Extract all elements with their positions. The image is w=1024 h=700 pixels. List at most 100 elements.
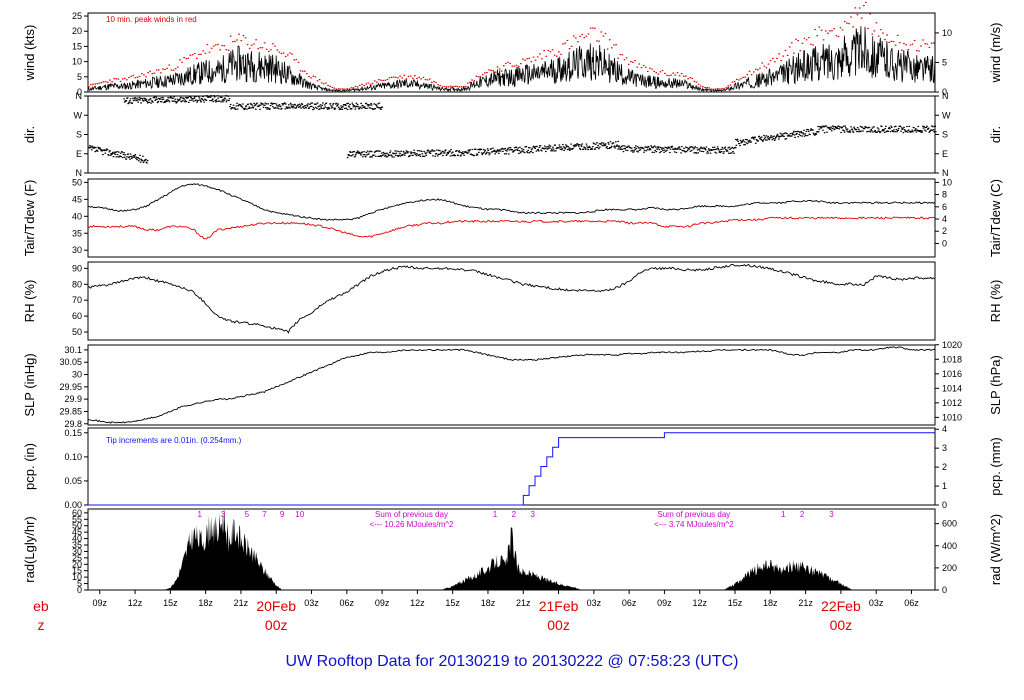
dir-point [335,102,338,104]
dir-point [706,150,709,152]
dir-point [578,145,580,147]
wind-peak-point [431,81,433,83]
wind-peak-point [793,52,795,54]
dir-point [598,148,600,150]
dir-point [306,104,308,106]
dir-point [323,107,325,109]
wind-peak-point [767,63,770,65]
dir-point [744,144,746,146]
dir-point [294,104,297,106]
dir-point [568,148,570,150]
dir-point [523,152,526,154]
dir-point [812,129,814,131]
dir-point [357,151,359,153]
dir-point [219,96,222,98]
temp-ytick-label-left: 45 [72,194,82,204]
dir-point [770,136,773,138]
dir-point [106,149,109,151]
dir-point [205,99,208,101]
dir-point [93,146,95,148]
dir-point [116,154,119,156]
dir-point [748,141,750,143]
dir-point [335,103,337,105]
dir-point [377,103,379,105]
wind-peak-point [327,84,329,87]
dir-point [572,148,574,150]
dir-point [188,101,190,103]
dir-point [656,146,659,148]
wind-peak-point [189,54,192,56]
dir-point [303,107,305,109]
dir-point [176,98,179,100]
dir-point [355,102,358,104]
dir-point [608,147,611,149]
dir-point [121,151,124,153]
dir-point [380,152,383,154]
dir-point [202,99,205,101]
dir-point [235,108,237,110]
dir-point [295,107,298,109]
wind-peak-point [439,84,442,87]
wind-peak-point [566,39,569,42]
dir-point [272,106,274,108]
dir-point [902,132,905,134]
dir-point [431,149,434,151]
dir-point [330,105,332,107]
dir-point [427,149,429,151]
wind-peak-point [490,69,492,71]
dir-point [807,129,809,131]
wind-peak-point [299,70,302,72]
dir-point [780,135,782,137]
dir-point [900,127,903,129]
wind-peak-point [325,82,327,84]
dir-point [920,130,923,132]
wind-peak-point [384,79,386,81]
dir-point [317,105,319,108]
dir-point [682,150,685,152]
dir-point [802,132,804,134]
x-tick-label: 21z [798,598,813,608]
dir-point [159,101,162,103]
dir-point [179,98,181,100]
dir-point [230,108,232,110]
dir-point [602,145,604,147]
dir-point [646,146,648,149]
wind-peak-point [863,5,865,7]
wind-peak-point [560,53,562,55]
dir-point [146,162,148,164]
wind-peak-point [543,50,545,52]
wind-peak-point [723,88,725,90]
dir-point [345,107,348,109]
wind-peak-point [896,34,899,36]
dir-point [709,152,712,154]
dir-point [615,141,617,143]
dir-point [110,153,112,155]
dir-point [334,107,337,109]
dir-point [324,106,327,108]
dir-point [227,95,229,97]
dir-point [531,147,534,149]
dir-point [915,131,918,133]
wind-peak-point [541,58,543,60]
dir-point [352,154,354,156]
slp-ytick-label-right: 1018 [942,354,962,364]
dir-point [348,106,351,108]
dir-point [445,154,448,156]
dir-point [861,126,864,128]
dir-point [333,108,336,110]
dir-point [277,105,279,107]
dir-point [566,145,568,147]
dir-point [842,129,844,131]
wind-peak-point [716,88,719,90]
wind-peak-point [397,77,399,79]
dir-point [172,100,175,102]
dir-point [630,147,633,149]
wind-peak-point [740,78,742,80]
wind-peak-point [500,70,503,72]
dir-point [666,147,669,149]
dir-point [336,104,339,106]
wind-peak-point [503,65,505,67]
dir-point [730,152,733,154]
dir-point [573,146,575,148]
dir-point [528,147,530,149]
